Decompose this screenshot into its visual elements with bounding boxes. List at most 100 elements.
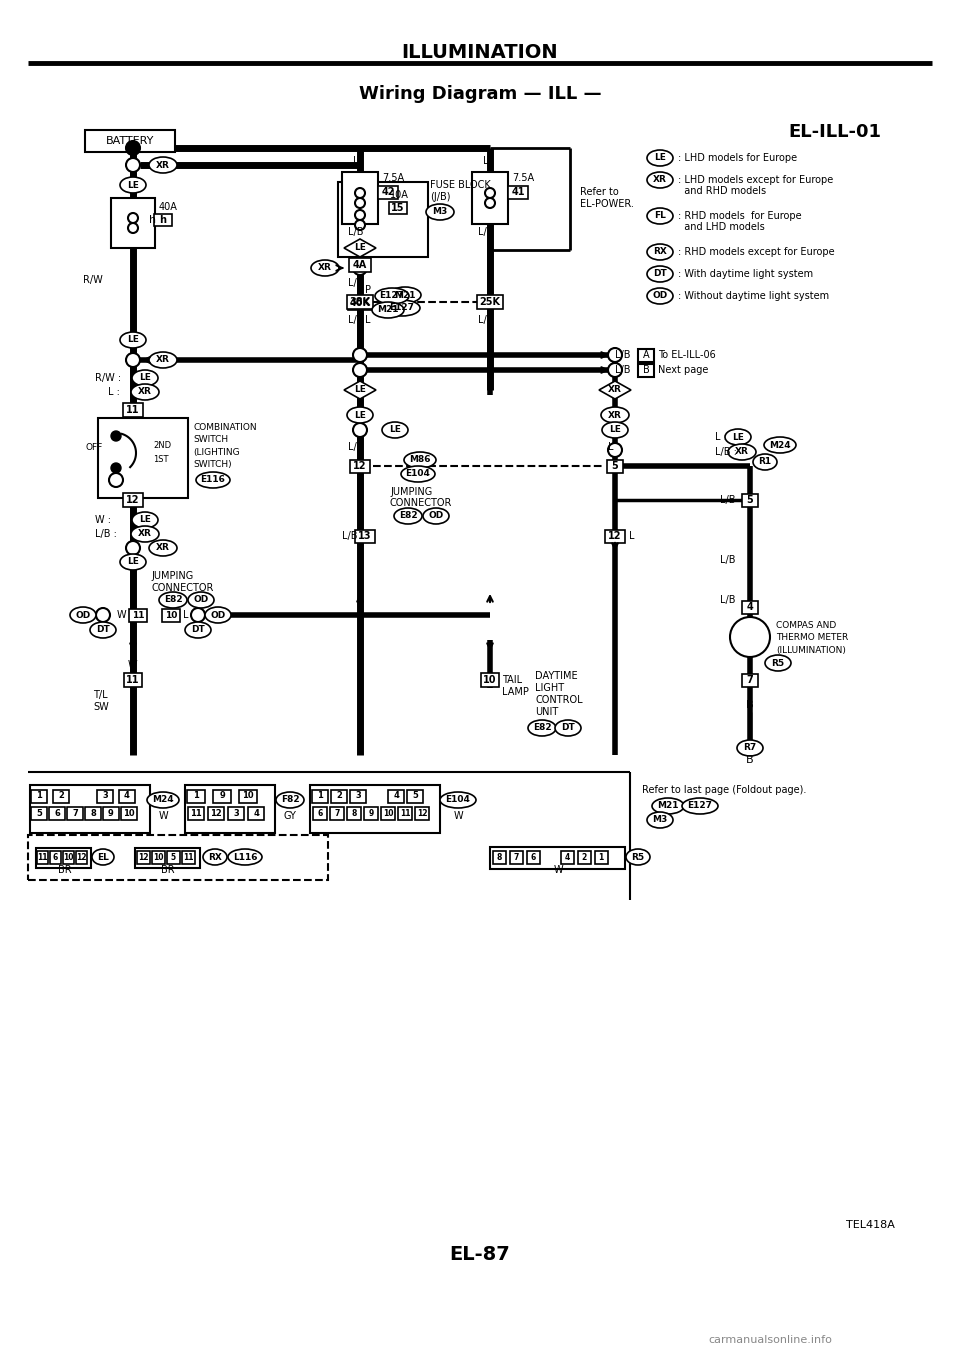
Text: 5: 5 — [36, 808, 42, 818]
Text: 8: 8 — [351, 808, 357, 818]
Text: JUMPING: JUMPING — [390, 488, 432, 497]
Circle shape — [353, 348, 367, 363]
Text: LE: LE — [609, 425, 621, 435]
Circle shape — [353, 363, 367, 378]
Text: 4A: 4A — [353, 259, 367, 270]
Ellipse shape — [149, 540, 177, 555]
Text: 10: 10 — [123, 808, 134, 818]
Ellipse shape — [423, 508, 449, 524]
Bar — [347, 807, 361, 819]
Text: SW: SW — [93, 702, 108, 712]
Text: RX: RX — [208, 853, 222, 861]
Text: XR: XR — [608, 410, 622, 420]
Text: 4: 4 — [747, 602, 754, 612]
Ellipse shape — [132, 512, 158, 528]
Text: EL-POWER.: EL-POWER. — [580, 200, 634, 209]
Bar — [526, 850, 540, 864]
Text: 6: 6 — [53, 853, 58, 861]
Text: (ILLUMINATION): (ILLUMINATION) — [776, 645, 846, 655]
Text: (LIGHTING: (LIGHTING — [193, 448, 240, 456]
Text: EL-87: EL-87 — [449, 1245, 511, 1264]
Bar — [123, 403, 143, 417]
Bar — [162, 608, 180, 622]
Ellipse shape — [647, 149, 673, 166]
Circle shape — [353, 261, 367, 276]
Ellipse shape — [188, 592, 214, 608]
Text: : With daytime light system: : With daytime light system — [678, 269, 813, 278]
Bar — [594, 850, 608, 864]
Text: W :: W : — [95, 515, 111, 526]
Text: L/B :: L/B : — [95, 530, 117, 539]
Bar — [742, 674, 758, 687]
Text: LE: LE — [139, 373, 151, 383]
Circle shape — [109, 473, 123, 488]
Bar — [331, 789, 347, 803]
Text: LE: LE — [127, 558, 139, 566]
Bar — [349, 258, 371, 272]
Text: M3: M3 — [432, 208, 447, 216]
Bar — [111, 198, 155, 249]
Ellipse shape — [131, 526, 159, 542]
Text: E127: E127 — [390, 303, 415, 312]
Bar — [481, 674, 499, 687]
Text: LE: LE — [354, 243, 366, 253]
Text: LE: LE — [354, 410, 366, 420]
Text: R/W: R/W — [84, 276, 103, 285]
Text: F82: F82 — [280, 796, 300, 804]
Text: L/B: L/B — [348, 227, 364, 238]
Bar — [742, 493, 758, 507]
Ellipse shape — [647, 172, 673, 187]
Circle shape — [111, 430, 121, 441]
Text: 10A: 10A — [390, 190, 409, 200]
Text: XR: XR — [138, 530, 152, 539]
Ellipse shape — [764, 437, 796, 454]
Text: carmanualsonline.info: carmanualsonline.info — [708, 1335, 832, 1344]
Text: XR: XR — [156, 356, 170, 364]
Text: R7: R7 — [743, 743, 756, 752]
Circle shape — [355, 220, 365, 230]
Circle shape — [96, 608, 110, 622]
Text: 6: 6 — [54, 808, 60, 818]
Text: R1: R1 — [758, 458, 772, 467]
Bar — [213, 789, 231, 803]
Text: E127: E127 — [379, 292, 404, 300]
Text: 8: 8 — [496, 853, 502, 861]
Bar — [31, 807, 47, 819]
Bar — [98, 418, 188, 498]
Ellipse shape — [205, 607, 231, 623]
Text: M24: M24 — [153, 796, 174, 804]
Text: : LHD models for Europe: : LHD models for Europe — [678, 153, 797, 163]
Text: L/B: L/B — [348, 278, 364, 288]
Text: M3: M3 — [653, 816, 667, 824]
Text: OD: OD — [210, 611, 226, 619]
Text: OD: OD — [76, 611, 90, 619]
Text: L/B: L/B — [342, 531, 357, 540]
Ellipse shape — [120, 177, 146, 193]
Bar — [415, 807, 429, 819]
Text: 42: 42 — [381, 187, 395, 197]
Bar — [742, 600, 758, 614]
Text: M24: M24 — [769, 440, 791, 449]
Ellipse shape — [555, 720, 581, 736]
Ellipse shape — [185, 622, 211, 638]
Bar — [342, 172, 378, 224]
Text: LE: LE — [354, 386, 366, 395]
Ellipse shape — [70, 607, 96, 623]
Text: 25K: 25K — [479, 297, 500, 307]
Text: 11: 11 — [36, 853, 47, 861]
Polygon shape — [344, 239, 376, 257]
Text: 7: 7 — [72, 808, 78, 818]
Ellipse shape — [276, 792, 304, 808]
Text: W: W — [453, 811, 463, 822]
Text: LE: LE — [389, 425, 401, 435]
Ellipse shape — [440, 792, 476, 808]
Text: W: W — [158, 811, 168, 822]
Circle shape — [730, 617, 770, 657]
Text: CONNECTOR: CONNECTOR — [151, 583, 213, 593]
Text: B: B — [642, 365, 649, 375]
Text: 12: 12 — [76, 853, 86, 861]
Text: M21: M21 — [377, 306, 398, 315]
Text: W: W — [117, 610, 127, 621]
Text: 10: 10 — [153, 853, 163, 861]
Bar — [338, 182, 428, 257]
